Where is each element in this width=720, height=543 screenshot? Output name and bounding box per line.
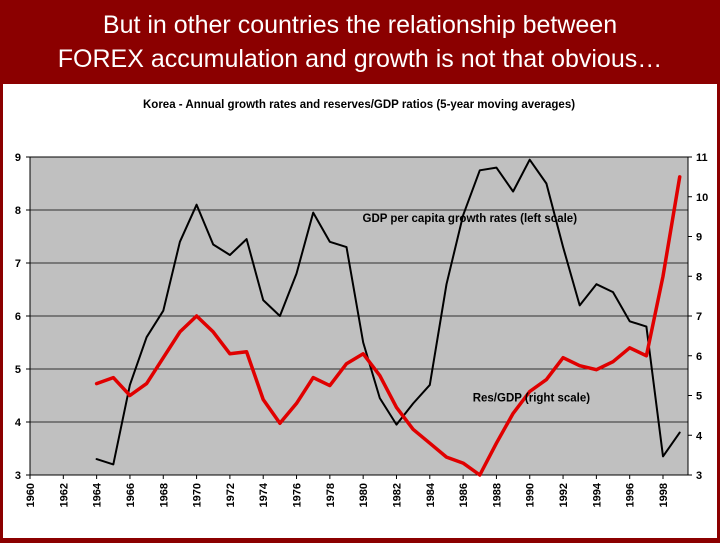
x-tick-label: 1988 (491, 483, 503, 507)
x-tick-label: 1962 (58, 483, 70, 507)
x-tick-label: 1966 (125, 483, 137, 507)
x-tick-label: 1998 (658, 483, 670, 507)
y-right-tick-label: 11 (696, 152, 708, 164)
slide-title-line-2: FOREX accumulation and growth is not tha… (57, 45, 663, 73)
x-tick-label: 1972 (225, 483, 237, 507)
x-tick-label: 1978 (325, 483, 337, 507)
x-tick-label: 1982 (391, 483, 403, 507)
x-tick-label: 1984 (425, 482, 437, 507)
y-left-tick-label: 4 (15, 417, 22, 429)
x-tick-label: 1976 (292, 483, 304, 507)
y-right-tick-label: 3 (696, 470, 702, 482)
x-tick-label: 1994 (591, 482, 603, 507)
y-left-tick-label: 8 (15, 205, 21, 217)
chart-title: Korea - Annual growth rates and reserves… (143, 99, 575, 111)
slide-title: But in other countries the relationship … (0, 8, 720, 76)
y-right-tick-label: 10 (696, 192, 708, 204)
y-left-tick-label: 9 (15, 152, 21, 164)
x-tick-label: 1990 (525, 483, 537, 507)
x-tick-label: 1980 (358, 483, 370, 507)
y-right-tick-label: 5 (696, 391, 702, 403)
y-left-tick-label: 7 (15, 258, 21, 270)
x-tick-label: 1964 (92, 482, 104, 507)
y-right-tick-label: 8 (696, 271, 702, 283)
gdp-growth-line (95, 158, 681, 466)
x-tick-label: 1960 (25, 483, 37, 507)
x-tick-label: 1970 (192, 483, 204, 507)
y-left-tick-label: 6 (15, 311, 21, 323)
x-tick-label: 1968 (158, 483, 170, 507)
res-gdp-line (94, 175, 682, 477)
res-gdp-annotation: Res/GDP (right scale) (473, 392, 591, 404)
y-right-tick-label: 6 (696, 351, 702, 363)
x-tick-label: 1992 (558, 483, 570, 507)
y-right-tick-label: 7 (696, 311, 702, 323)
y-right-tick-label: 4 (696, 430, 703, 442)
y-left-tick-label: 3 (15, 470, 21, 482)
y-right-tick-label: 9 (696, 232, 702, 244)
x-tick-label: 1986 (458, 483, 470, 507)
slide-title-line-1: But in other countries the relationship … (102, 11, 618, 39)
x-tick-label: 1996 (625, 483, 637, 507)
x-tick-label: 1974 (258, 482, 270, 507)
y-left-tick-label: 5 (15, 364, 21, 376)
gdp-growth-annotation: GDP per capita growth rates (left scale) (363, 213, 578, 225)
korea-growth-reserves-chart: Korea - Annual growth rates and reserves… (15, 99, 708, 507)
chart-panel: Korea - Annual growth rates and reserves… (3, 84, 717, 538)
